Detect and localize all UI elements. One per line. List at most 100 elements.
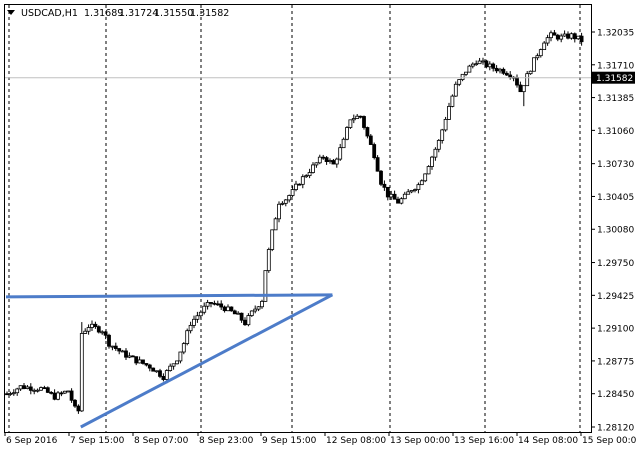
candle: [107, 333, 111, 349]
candle: [127, 352, 132, 359]
candle: [392, 190, 397, 200]
candle: [440, 128, 445, 144]
candle: [464, 71, 468, 77]
candle: [419, 179, 424, 186]
x-tick-label: 12 Sep 08:00: [326, 436, 386, 446]
candle: [566, 31, 570, 40]
candle: [416, 182, 421, 194]
candle: [52, 389, 57, 401]
candle: [491, 62, 496, 72]
candle: [141, 359, 145, 365]
candle: [239, 312, 244, 323]
y-tick-label: 1.32035: [597, 29, 634, 39]
candle: [382, 180, 387, 191]
candle: [409, 189, 414, 194]
trendline-horizontal-resistance[interactable]: [5, 293, 333, 299]
candle: [338, 143, 343, 161]
candle: [39, 386, 43, 391]
candle: [103, 330, 108, 340]
candle: [450, 94, 455, 108]
candle: [273, 217, 278, 231]
candle: [185, 328, 190, 346]
candle: [521, 85, 526, 107]
symbol-dropdown-icon[interactable]: [7, 10, 15, 15]
candle: [83, 328, 88, 334]
candle: [542, 41, 547, 51]
candle: [35, 388, 40, 393]
candle: [175, 360, 179, 365]
candle: [120, 349, 125, 353]
candle: [433, 147, 438, 161]
header-close: 1.31582: [190, 8, 229, 19]
candle: [426, 165, 431, 175]
candle: [256, 306, 261, 312]
candle: [372, 142, 377, 160]
candle: [294, 180, 298, 192]
candle: [504, 71, 509, 76]
candle: [399, 197, 404, 205]
candle: [287, 194, 292, 203]
candle: [528, 70, 533, 75]
candle: [572, 32, 577, 43]
candle: [212, 300, 217, 306]
x-tick-label: 8 Sep 23:00: [199, 436, 254, 446]
candle: [351, 114, 356, 124]
candle: [73, 398, 77, 408]
candle: [168, 363, 173, 372]
candle: [283, 198, 288, 207]
candle: [555, 33, 560, 42]
candle: [317, 154, 322, 165]
candle: [362, 115, 366, 130]
candle: [368, 134, 373, 145]
candle: [110, 345, 115, 351]
candle: [270, 229, 275, 252]
y-tick-label: 1.31385: [597, 94, 634, 104]
candle: [171, 363, 176, 370]
candle: [86, 324, 91, 335]
candle: [345, 126, 349, 141]
candle: [181, 342, 186, 355]
candle: [538, 48, 543, 58]
candle: [144, 363, 149, 367]
candle: [69, 388, 74, 403]
candle: [314, 162, 319, 168]
candle: [385, 186, 390, 201]
x-tick-label: 13 Sep 00:00: [390, 436, 450, 446]
candle: [93, 321, 98, 329]
x-tick-label: 15 Sep 00:00: [582, 436, 636, 446]
candle: [76, 404, 81, 414]
candle: [413, 188, 417, 193]
candle: [436, 138, 441, 153]
candle: [290, 185, 295, 198]
candle: [304, 174, 309, 178]
candle: [348, 119, 353, 129]
candle: [501, 67, 506, 75]
plot-frame: [4, 4, 592, 433]
candle: [229, 306, 234, 312]
candle: [11, 389, 16, 396]
candle: [406, 188, 411, 195]
candle: [334, 157, 339, 168]
candle: [117, 348, 122, 355]
candle: [324, 156, 329, 165]
trendline-ascending-support[interactable]: [80, 293, 334, 429]
candle: [277, 201, 281, 223]
header-open: 1.31689: [84, 8, 123, 19]
candle: [79, 322, 84, 412]
y-tick-label: 1.31060: [597, 127, 634, 137]
candle: [549, 30, 553, 42]
candle: [402, 191, 407, 200]
candle: [15, 387, 20, 396]
candle: [59, 391, 64, 397]
y-tick-label: 1.30405: [597, 193, 634, 203]
candle: [552, 29, 557, 36]
candle: [236, 311, 241, 315]
candle: [484, 59, 489, 69]
candle: [134, 356, 139, 366]
candle: [90, 320, 94, 331]
candle: [253, 305, 258, 314]
candle: [192, 315, 196, 329]
x-tick-label: 6 Sep 2016: [6, 436, 58, 446]
